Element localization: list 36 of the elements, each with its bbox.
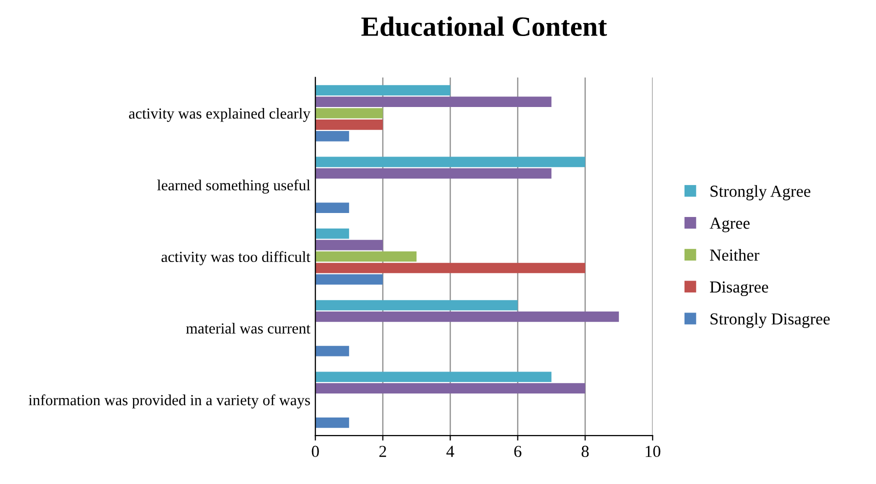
bar: [315, 300, 518, 310]
bar: [315, 120, 383, 130]
bar: [315, 346, 350, 356]
legend-label: Strongly Disagree: [710, 312, 830, 328]
bar: [315, 85, 450, 96]
x-tick-label: 10: [646, 446, 660, 458]
legend-label: Agree: [710, 218, 750, 232]
y-tick-label: activity was too difficult: [162, 251, 310, 266]
x-tick-label: 6: [514, 446, 522, 458]
bar: [315, 418, 350, 428]
bar: [315, 262, 586, 274]
bar: [315, 131, 350, 142]
bar: [315, 274, 383, 285]
bar: [315, 228, 350, 239]
x-tick-label: 8: [582, 446, 589, 458]
bar: [315, 240, 383, 250]
x-tick-label: 4: [446, 446, 454, 457]
legend-label: Strongly Agree: [710, 185, 810, 200]
x-tick-label: 2: [379, 446, 386, 457]
y-tick-label: activity was explained clearly: [129, 108, 310, 122]
y-tick-label: learned something useful: [157, 180, 310, 194]
y-tick-label: material was current: [186, 322, 310, 334]
chart-title: Educational Content: [361, 16, 607, 36]
bar: [315, 156, 586, 168]
legend-label: Disagree: [710, 281, 768, 296]
bar: [315, 168, 552, 179]
bar: [315, 108, 383, 118]
bar: [315, 96, 552, 107]
y-tick-label: information was provided in a variety of ways: [28, 394, 310, 408]
bar: [315, 251, 417, 262]
bar: [315, 372, 552, 382]
bar: [315, 383, 586, 394]
bar: [315, 202, 350, 213]
bar: [315, 312, 619, 322]
legend-label: Neither: [710, 249, 760, 261]
x-tick-label: 0: [312, 446, 319, 458]
